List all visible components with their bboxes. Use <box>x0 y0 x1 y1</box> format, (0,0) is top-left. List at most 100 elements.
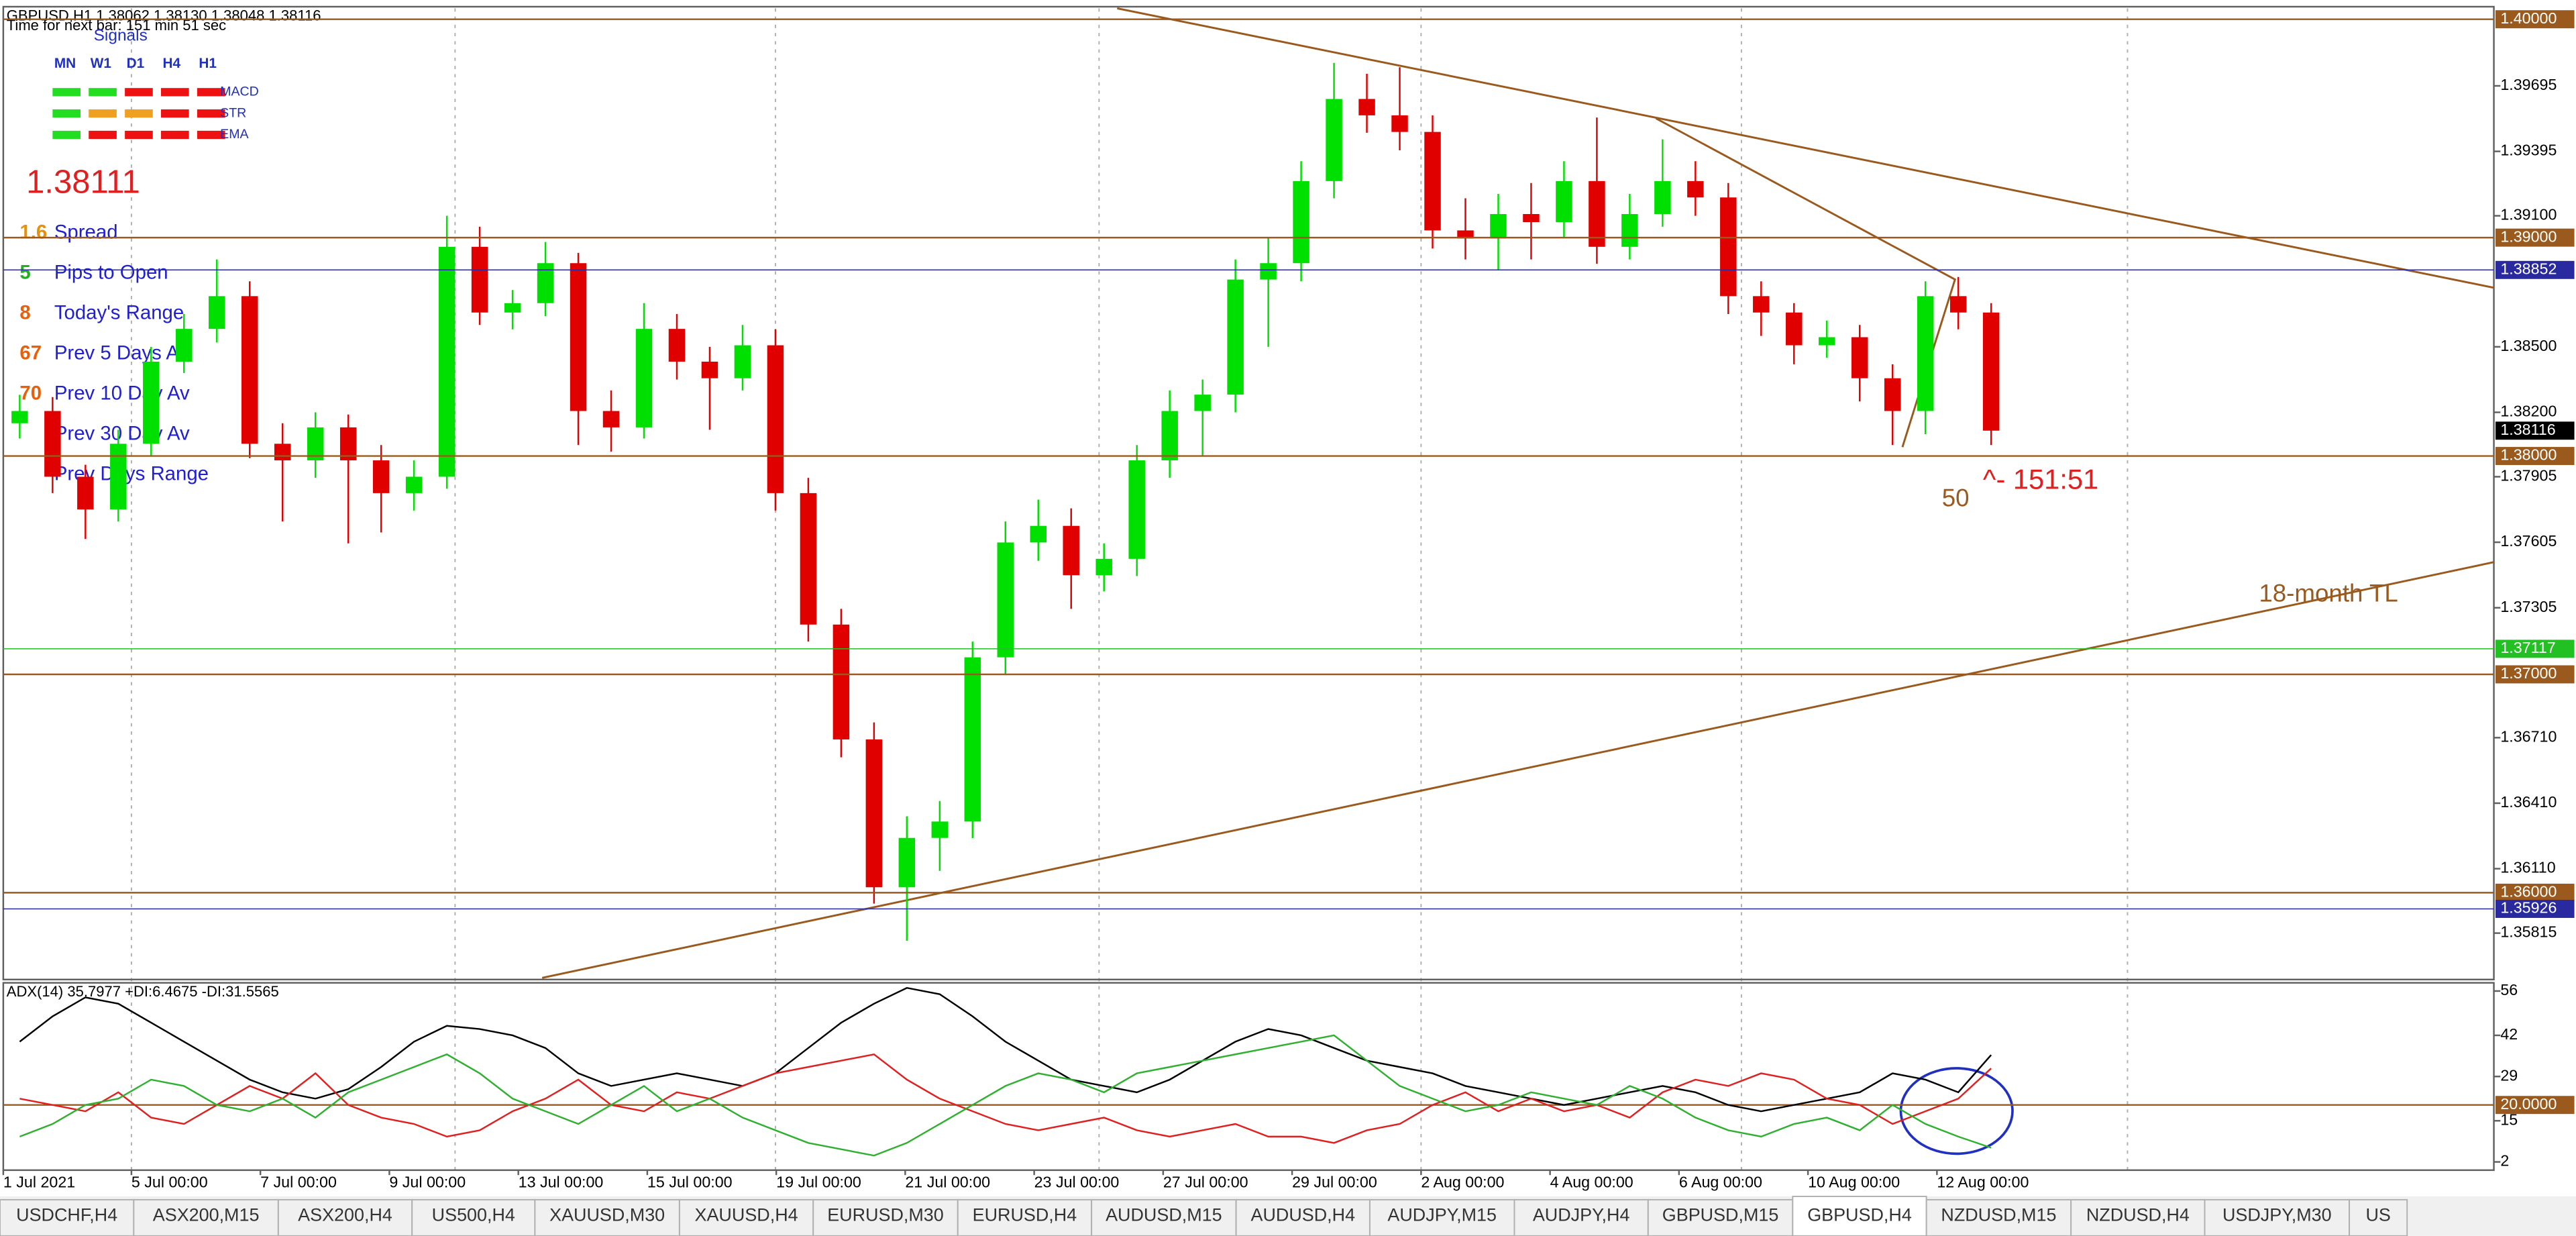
candle-body <box>44 411 61 477</box>
candle-body <box>1720 197 1737 297</box>
candle-body <box>964 657 981 822</box>
candle-body <box>438 246 455 477</box>
candle-body <box>504 303 521 313</box>
tab[interactable] <box>534 1198 680 1236</box>
tab[interactable] <box>1792 1196 1927 1236</box>
tab-label[interactable]: AUDJPY,M15 <box>1387 1205 1497 1225</box>
y-tick-label: 1.39395 <box>2500 142 2557 159</box>
tab-label[interactable]: AUDJPY,H4 <box>1533 1205 1630 1225</box>
candle-body <box>767 345 784 493</box>
signal-cell <box>161 109 189 118</box>
tab-label[interactable]: GBPUSD,H4 <box>1807 1205 1912 1225</box>
candle-body <box>668 329 686 362</box>
tab[interactable] <box>277 1198 413 1236</box>
x-tick-label: 6 Aug 00:00 <box>1679 1174 1762 1191</box>
x-tick-label: 9 Jul 00:00 <box>389 1174 466 1191</box>
candle-body <box>1917 296 1934 411</box>
signal-column: H4 <box>162 56 180 71</box>
tab[interactable] <box>133 1198 279 1236</box>
candle-body <box>209 296 225 329</box>
x-tick-label: 4 Aug 00:00 <box>1550 1174 1633 1191</box>
candle-body <box>307 427 324 461</box>
candle-body <box>1490 213 1507 239</box>
price: 1.38111 <box>26 164 140 200</box>
signal-label: STR <box>220 105 246 120</box>
tab[interactable] <box>957 1198 1093 1236</box>
level-tag-label: 1.36000 <box>2500 883 2557 900</box>
candle-body <box>176 329 193 362</box>
info-value: 8 <box>19 302 30 324</box>
tab[interactable] <box>1368 1198 1515 1236</box>
candle-body <box>800 493 817 625</box>
candle-body <box>997 542 1014 658</box>
candle-body <box>1687 181 1704 198</box>
level-tag-label: 20.0000 <box>2500 1095 2557 1113</box>
y-tick-label: 1.36110 <box>2500 859 2555 876</box>
y-tick-label: 1.37605 <box>2500 532 2557 550</box>
tab[interactable] <box>1091 1198 1237 1236</box>
candle-body <box>77 476 94 510</box>
highlight-circle <box>1899 1067 2014 1155</box>
candle-body <box>1589 181 1605 247</box>
candle-body <box>734 345 751 378</box>
signal-column: D1 <box>127 56 145 71</box>
tab-label[interactable]: USDJPY,M30 <box>2222 1205 2332 1225</box>
tab[interactable] <box>678 1198 814 1236</box>
level-tag <box>2496 639 2575 658</box>
tab-label[interactable]: AUDUSD,M15 <box>1106 1205 1222 1225</box>
candle-body <box>143 361 160 444</box>
tab-label[interactable]: EURUSD,H4 <box>973 1205 1077 1225</box>
level-tag <box>2496 10 2575 29</box>
candle-body <box>1128 460 1145 559</box>
info-value: 5 <box>19 262 30 284</box>
candle-body <box>471 246 488 313</box>
tab-label[interactable]: EURUSD,M30 <box>827 1205 944 1225</box>
signal-cell <box>197 109 225 118</box>
tab-label[interactable]: NZDUSD,M15 <box>1941 1205 2056 1225</box>
candle-body <box>602 411 620 427</box>
signal-cell <box>89 109 117 118</box>
x-tick-label: 23 Jul 00:00 <box>1034 1174 1120 1191</box>
candle-body <box>1391 115 1408 132</box>
tab[interactable] <box>1925 1198 2072 1236</box>
level-tag-label: 1.37000 <box>2500 664 2557 682</box>
tab-label[interactable]: XAUUSD,H4 <box>695 1205 798 1225</box>
tab[interactable] <box>812 1198 959 1236</box>
signal-cell <box>125 130 153 140</box>
level-tag <box>2496 260 2575 279</box>
level-tag <box>2496 883 2575 902</box>
info-label: Prev 10 Day Av <box>54 382 190 405</box>
candle-body <box>1326 99 1342 181</box>
candle-body <box>1260 263 1277 280</box>
tab-label[interactable]: GBPUSD,M15 <box>1662 1205 1779 1225</box>
candle-body <box>1030 525 1046 543</box>
level-tag-label: 1.38852 <box>2500 260 2557 277</box>
level-tag-label: 1.35926 <box>2500 899 2557 917</box>
candle-body <box>833 624 850 739</box>
info-value: 1.6 <box>19 221 47 244</box>
tab[interactable] <box>2070 1198 2206 1236</box>
level-tag <box>2496 447 2575 466</box>
tab-label[interactable]: US <box>2365 1205 2390 1225</box>
signal-column: W1 <box>91 56 111 71</box>
tab-label[interactable]: AUDUSD,H4 <box>1250 1205 1355 1225</box>
tab-label[interactable]: US500,H4 <box>432 1205 515 1225</box>
tab[interactable] <box>1235 1198 1371 1236</box>
x-tick-label: 15 Jul 00:00 <box>647 1174 733 1191</box>
candle-body <box>1654 181 1671 214</box>
y-tick-label: 1.36410 <box>2500 793 2557 811</box>
candle-body <box>1949 296 1967 313</box>
signal-label: EMA <box>220 127 249 142</box>
tab[interactable] <box>1647 1198 1794 1236</box>
candle-body <box>274 444 291 461</box>
tab-label[interactable]: XAUUSD,M30 <box>549 1205 665 1225</box>
tab-label[interactable]: ASX200,H4 <box>298 1205 392 1225</box>
tab-label[interactable]: NZDUSD,H4 <box>2086 1205 2190 1225</box>
tab-label[interactable]: USDCHF,H4 <box>16 1205 117 1225</box>
level-tag-label: 1.39000 <box>2500 227 2557 245</box>
info-label: Today's Range <box>54 302 184 324</box>
x-tick-label: 12 Aug 00:00 <box>1937 1174 2029 1191</box>
annotation: 18-month TL <box>2259 579 2398 607</box>
tab-label[interactable]: ASX200,M15 <box>153 1205 260 1225</box>
